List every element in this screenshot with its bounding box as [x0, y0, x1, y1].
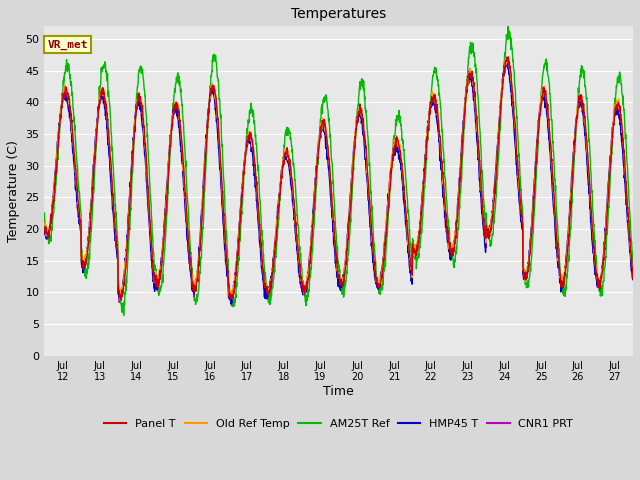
Title: Temperatures: Temperatures	[291, 7, 387, 21]
Legend: Panel T, Old Ref Temp, AM25T Ref, HMP45 T, CNR1 PRT: Panel T, Old Ref Temp, AM25T Ref, HMP45 …	[100, 414, 578, 433]
Y-axis label: Temperature (C): Temperature (C)	[7, 140, 20, 242]
HMP45 T	[612, 105, 620, 110]
Old Ref Temp	[504, 54, 512, 60]
Old Ref Temp	[327, 182, 335, 188]
CNR1 PRT	[505, 61, 513, 67]
Panel T	[505, 55, 513, 60]
Old Ref Temp	[629, 268, 637, 274]
Panel T	[116, 297, 124, 302]
Old Ref Temp	[116, 297, 124, 303]
AM25T Ref	[70, 127, 78, 133]
Old Ref Temp	[505, 55, 513, 60]
AM25T Ref	[327, 145, 335, 151]
Line: Old Ref Temp: Old Ref Temp	[45, 57, 633, 300]
HMP45 T	[612, 106, 620, 111]
CNR1 PRT	[312, 175, 319, 181]
CNR1 PRT	[228, 303, 236, 309]
Panel T	[504, 54, 512, 60]
CNR1 PRT	[612, 108, 620, 113]
Line: Panel T: Panel T	[45, 57, 633, 300]
Line: AM25T Ref: AM25T Ref	[45, 26, 633, 315]
Panel T	[312, 188, 319, 193]
CNR1 PRT	[629, 273, 637, 279]
CNR1 PRT	[41, 230, 49, 236]
Old Ref Temp	[41, 224, 49, 230]
Old Ref Temp	[612, 97, 620, 103]
Panel T	[70, 154, 78, 159]
HMP45 T	[327, 197, 335, 203]
HMP45 T	[41, 227, 49, 233]
Line: CNR1 PRT: CNR1 PRT	[45, 61, 633, 306]
AM25T Ref	[629, 260, 637, 266]
AM25T Ref	[504, 24, 512, 29]
Line: HMP45 T: HMP45 T	[45, 61, 633, 303]
AM25T Ref	[505, 34, 513, 39]
AM25T Ref	[612, 84, 620, 89]
HMP45 T	[505, 67, 513, 72]
X-axis label: Time: Time	[323, 385, 354, 398]
HMP45 T	[629, 276, 637, 282]
Old Ref Temp	[312, 183, 319, 189]
Panel T	[327, 180, 335, 186]
AM25T Ref	[120, 312, 127, 318]
HMP45 T	[312, 175, 319, 181]
HMP45 T	[227, 300, 235, 306]
HMP45 T	[70, 168, 78, 174]
Panel T	[629, 266, 637, 272]
Panel T	[41, 224, 49, 230]
Old Ref Temp	[70, 154, 78, 159]
Text: VR_met: VR_met	[47, 40, 88, 50]
AM25T Ref	[41, 210, 49, 216]
AM25T Ref	[612, 83, 620, 89]
CNR1 PRT	[612, 98, 620, 104]
CNR1 PRT	[327, 196, 335, 202]
CNR1 PRT	[502, 58, 509, 64]
CNR1 PRT	[70, 159, 78, 165]
Panel T	[612, 103, 620, 109]
Old Ref Temp	[612, 100, 620, 106]
HMP45 T	[502, 59, 509, 64]
Panel T	[612, 102, 620, 108]
AM25T Ref	[312, 200, 319, 206]
